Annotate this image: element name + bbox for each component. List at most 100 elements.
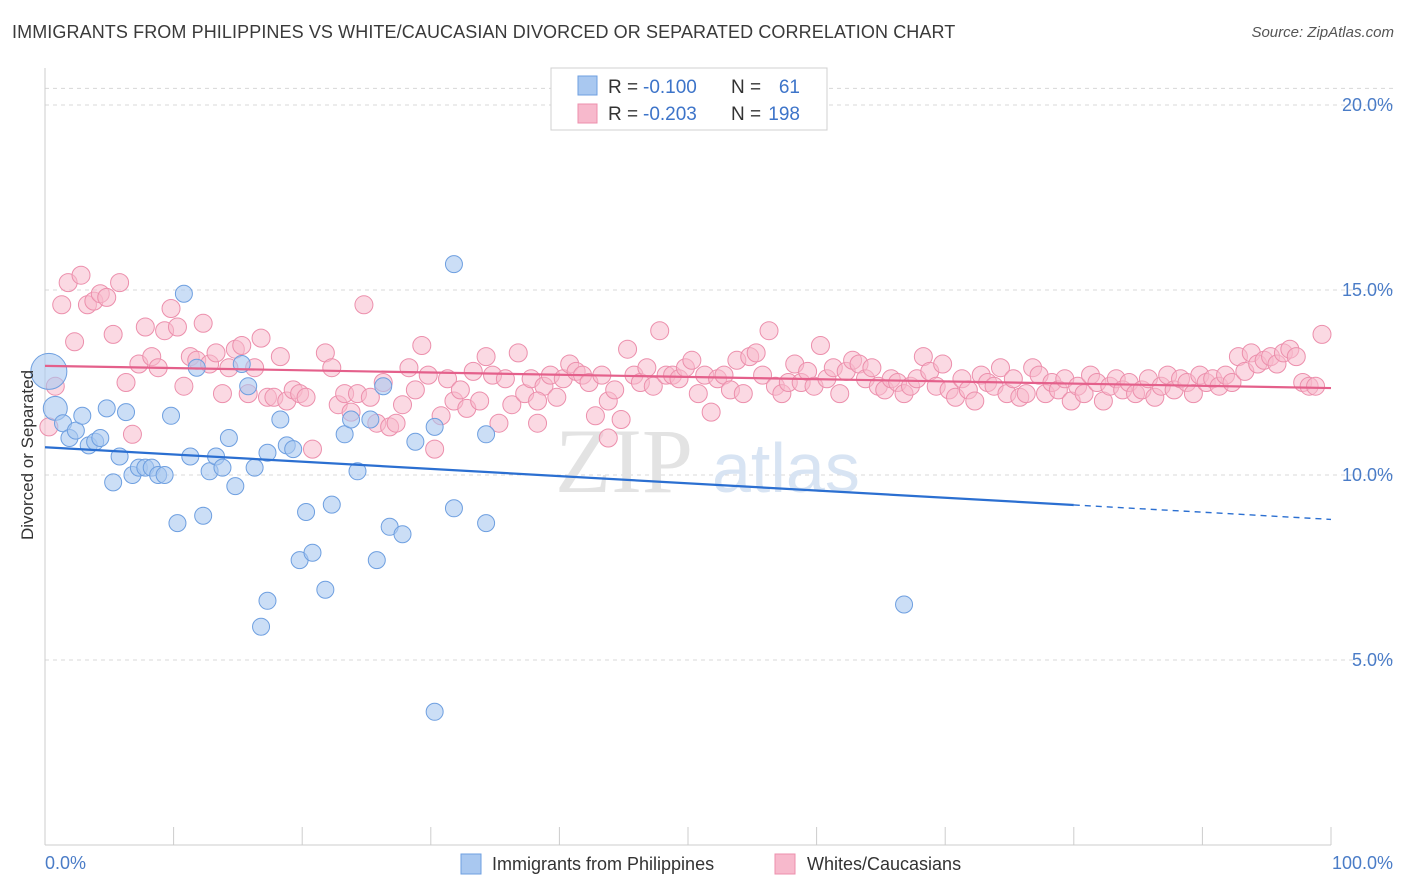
- data-point-philippines: [444, 255, 463, 274]
- data-point-whites: [322, 358, 342, 378]
- data-point-whites: [116, 373, 136, 392]
- data-point-whites: [135, 317, 155, 337]
- data-point-philippines: [361, 410, 380, 429]
- data-point-whites: [425, 439, 445, 459]
- data-point-whites: [97, 287, 117, 307]
- data-point-whites: [1312, 324, 1332, 344]
- data-point-philippines: [425, 702, 444, 721]
- trend-lines: [44, 364, 1332, 521]
- data-point-whites: [122, 424, 142, 444]
- data-point-whites: [830, 384, 850, 404]
- data-point-whites: [354, 295, 374, 315]
- data-point-philippines: [316, 580, 335, 599]
- data-point-philippines: [117, 403, 136, 422]
- data-point-whites: [71, 265, 91, 285]
- data-point-whites: [733, 384, 753, 404]
- data-point-whites: [753, 365, 773, 385]
- data-point-philippines: [239, 377, 258, 396]
- data-point-whites: [206, 343, 226, 363]
- data-point-philippines: [73, 406, 92, 425]
- data-point-whites: [438, 369, 458, 389]
- source-label: Source: ZipAtlas.com: [1251, 24, 1394, 41]
- data-point-whites: [476, 347, 496, 367]
- series-legend: Immigrants from Philippines Whites/Cauca…: [460, 853, 961, 875]
- data-point-whites: [650, 321, 670, 341]
- data-point-whites: [52, 295, 72, 315]
- data-point-philippines: [348, 462, 367, 481]
- data-point-whites: [296, 387, 316, 407]
- data-point-whites: [688, 384, 708, 404]
- data-point-whites: [495, 369, 515, 389]
- stats-n-label-pink: N =: [731, 104, 761, 125]
- trend-line-whites: [44, 364, 1332, 390]
- data-point-philippines: [104, 473, 123, 492]
- data-point-philippines: [194, 506, 213, 525]
- data-point-whites: [598, 428, 618, 448]
- data-point-philippines: [477, 425, 496, 444]
- data-point-philippines: [284, 440, 303, 459]
- stats-n-label-blue: N =: [731, 77, 761, 98]
- data-point-whites: [386, 413, 406, 433]
- y-tick-label: 10.0%: [1342, 465, 1393, 485]
- data-point-whites: [605, 380, 625, 400]
- data-point-whites: [759, 321, 779, 341]
- stats-r-label-pink: R =: [608, 104, 638, 125]
- legend-label-whites: Whites/Caucasians: [807, 854, 961, 874]
- data-point-philippines: [374, 377, 393, 396]
- data-point-whites: [360, 387, 380, 407]
- data-point-whites: [810, 336, 830, 355]
- data-point-whites: [862, 358, 882, 378]
- y-axis-label: Divorced or Separated: [18, 370, 37, 540]
- data-point-philippines: [335, 425, 354, 444]
- x-tick-label-min: 0.0%: [45, 853, 86, 873]
- data-point-philippines: [322, 495, 341, 514]
- data-point-philippines: [895, 595, 914, 614]
- data-point-whites: [746, 343, 766, 363]
- y-tick-label: 20.0%: [1342, 95, 1393, 115]
- data-point-whites: [412, 336, 432, 355]
- watermark-atlas: atlas: [712, 429, 860, 507]
- data-point-whites: [65, 332, 85, 352]
- trend-line-philippines: [44, 446, 1074, 507]
- series-immigrants-philippines-points: [30, 96, 914, 721]
- data-point-whites: [399, 358, 419, 378]
- data-point-philippines: [91, 429, 110, 447]
- data-point-whites: [585, 406, 605, 426]
- data-point-whites: [418, 365, 438, 385]
- data-point-philippines: [213, 458, 232, 477]
- data-point-philippines: [303, 543, 322, 562]
- data-point-whites: [251, 328, 271, 348]
- data-point-whites: [393, 395, 413, 415]
- data-point-whites: [174, 376, 194, 396]
- data-point-philippines: [367, 551, 386, 570]
- stats-r-value-blue: -0.100: [643, 77, 697, 98]
- data-point-whites: [701, 402, 721, 422]
- data-point-whites: [547, 387, 567, 407]
- data-point-whites: [1286, 347, 1306, 367]
- data-point-philippines: [66, 421, 85, 440]
- y-tick-labels: 5.0% 10.0% 15.0% 20.0%: [1342, 95, 1393, 670]
- data-point-whites: [528, 413, 548, 433]
- data-point-whites: [528, 391, 548, 411]
- data-point-whites: [302, 439, 322, 459]
- data-point-philippines: [252, 617, 271, 636]
- data-point-philippines: [30, 352, 68, 390]
- stats-n-value-blue: 61: [779, 77, 800, 98]
- data-point-philippines: [97, 399, 116, 418]
- data-point-philippines: [162, 406, 181, 425]
- data-point-whites: [502, 395, 522, 415]
- data-point-philippines: [444, 499, 463, 518]
- data-point-whites: [637, 358, 657, 378]
- data-point-whites: [167, 317, 187, 337]
- trend-line-philippines-extension: [1073, 504, 1332, 521]
- data-point-whites: [450, 380, 470, 400]
- stats-r-label-blue: R =: [608, 77, 638, 98]
- data-point-philippines: [393, 525, 412, 544]
- data-point-philippines: [258, 591, 277, 610]
- stats-n-value-pink: 198: [768, 104, 800, 125]
- stats-legend: R = -0.100 N = 61 R = -0.203 N = 198: [550, 67, 828, 131]
- data-point-philippines: [342, 410, 361, 429]
- data-point-whites: [1306, 376, 1326, 396]
- data-point-philippines: [477, 514, 496, 533]
